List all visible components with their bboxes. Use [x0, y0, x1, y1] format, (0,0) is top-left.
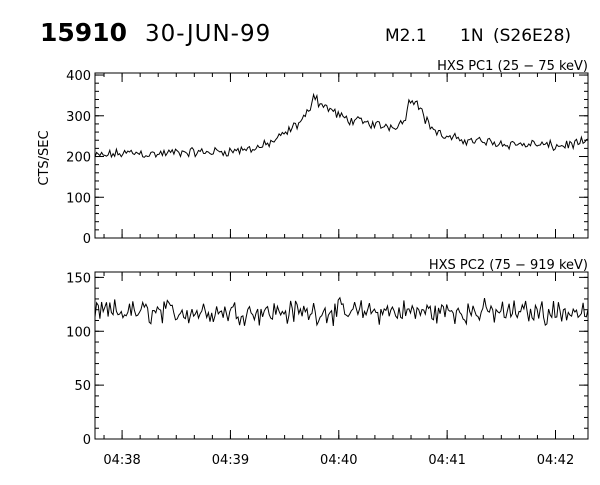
panel2-title: HXS PC2 (75 − 919 keV) — [429, 258, 588, 273]
xtick-label: 04:42 — [537, 453, 574, 468]
y-axis-label: CTS/SEC — [37, 130, 52, 185]
panel2-ytick-label: 50 — [74, 379, 91, 394]
xtick-label: 04:40 — [320, 453, 357, 468]
panel2-frame — [94, 271, 589, 440]
panel1-ytick-label: 400 — [66, 69, 91, 84]
panel2-ytick-label: 100 — [66, 325, 91, 340]
panel1-title: HXS PC1 (25 − 75 keV) — [437, 59, 588, 74]
panel1-ytick-label: 100 — [66, 191, 91, 206]
flare-importance: 1N — [460, 26, 484, 46]
panel1-ytick-label: 200 — [66, 151, 91, 166]
panel1-ytick-label: 300 — [66, 110, 91, 125]
flare-location: (S26E28) — [493, 26, 571, 46]
xtick-label: 04:39 — [212, 453, 249, 468]
panel1-series-line — [94, 92, 589, 159]
panel2-ytick-label: 150 — [66, 271, 91, 286]
event-number: 15910 — [40, 18, 127, 47]
panel2-series-line — [94, 296, 589, 327]
panel2-ytick-label: 0 — [83, 433, 91, 448]
xtick-label: 04:38 — [103, 453, 140, 468]
xtick-label: 04:41 — [428, 453, 465, 468]
event-date: 30-JUN-99 — [145, 21, 271, 47]
flare-class: M2.1 — [385, 26, 427, 46]
panel1-ytick-label: 0 — [83, 232, 91, 247]
